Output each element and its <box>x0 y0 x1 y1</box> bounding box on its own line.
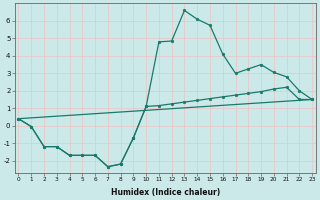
X-axis label: Humidex (Indice chaleur): Humidex (Indice chaleur) <box>111 188 220 197</box>
